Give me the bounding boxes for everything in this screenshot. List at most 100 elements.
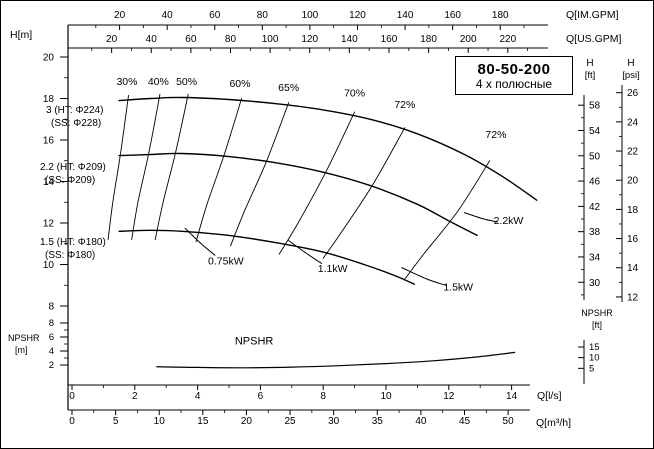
- tick-label-h-ft: 42: [589, 202, 601, 213]
- power-label: 2.2kW: [494, 215, 524, 227]
- tick-label-h-m: 12: [43, 219, 55, 230]
- axis-label-h-ft-unit: [ft]: [585, 70, 596, 81]
- power-line: [464, 212, 498, 223]
- efficiency-label: 65%: [278, 82, 299, 94]
- axis-label-q-m3h: Q[m³/h]: [536, 417, 571, 429]
- tick-label-h-psi: 16: [627, 234, 639, 245]
- tick-label-h-m: 18: [43, 94, 55, 105]
- tick-label-h-psi: 18: [627, 205, 639, 216]
- power-line: [184, 227, 216, 256]
- efficiency-line: [404, 160, 491, 280]
- tick-label-q-ls: 2: [132, 391, 138, 402]
- tick-label-npshr-ft: 15: [589, 342, 600, 353]
- tick-label-usgpm: 100: [262, 34, 279, 45]
- tick-label-npshr-ft: 5: [589, 363, 594, 374]
- axis-label-usgpm: Q[US.GPM]: [566, 33, 622, 45]
- tick-label-q-ls: 6: [258, 391, 264, 402]
- power-line: [288, 240, 323, 264]
- tick-label-usgpm: 20: [106, 34, 118, 45]
- efficiency-line: [230, 102, 290, 247]
- tick-label-npshr-ft: 10: [589, 353, 600, 364]
- axis-label-npshr-ft: NPSHR: [581, 308, 613, 318]
- efficiency-label: 72%: [485, 129, 506, 141]
- tick-label-imgpm: 180: [492, 10, 509, 21]
- npshr-curve: [156, 351, 516, 369]
- tick-label-h-psi: 14: [627, 263, 639, 274]
- tick-label-usgpm: 200: [460, 34, 477, 45]
- tick-label-h-m: 10: [43, 260, 55, 271]
- tick-label-h-psi: 24: [627, 117, 639, 128]
- power-label: 1.1kW: [318, 263, 348, 275]
- pump-model-box: 80-50-200 4 х полюсные: [455, 56, 573, 95]
- efficiency-label: 70%: [344, 87, 365, 99]
- tick-label-imgpm: 80: [257, 10, 269, 21]
- tick-label-usgpm: 180: [420, 34, 437, 45]
- head-curve-impeller-224: [118, 96, 538, 201]
- head-curve-impeller-180: [118, 229, 415, 285]
- tick-label-usgpm: 80: [225, 34, 237, 45]
- efficiency-label: 40%: [148, 76, 169, 88]
- tick-label-h-m: 16: [43, 136, 55, 147]
- efficiency-label: 30%: [116, 76, 137, 88]
- tick-label-h-psi: 20: [627, 176, 639, 187]
- tick-label-usgpm: 60: [185, 34, 197, 45]
- tick-label-h-m: 8: [48, 302, 54, 313]
- tick-label-q-ls: 10: [380, 391, 392, 402]
- axis-label-h-m: H[m]: [10, 29, 32, 41]
- axis-label-npshr-m-unit: [m]: [15, 345, 28, 355]
- tick-label-q-m3h: 40: [415, 416, 427, 427]
- head-curve-label: (SS: Φ209): [45, 175, 95, 186]
- tick-label-imgpm: 40: [162, 10, 174, 21]
- tick-label-h-ft: 46: [589, 177, 601, 188]
- tick-label-npshr-m: 4: [49, 346, 54, 357]
- pump-poles-label: 4 х полюсные: [475, 76, 553, 91]
- tick-label-h-m: 20: [43, 53, 55, 64]
- head-curve-label: (SS: Φ180): [45, 250, 95, 261]
- tick-label-imgpm: 100: [302, 10, 319, 21]
- tick-label-q-m3h: 30: [328, 416, 340, 427]
- tick-label-q-m3h: 15: [197, 416, 209, 427]
- power-line: [401, 267, 447, 286]
- tick-label-h-ft: 54: [589, 126, 601, 137]
- efficiency-line: [131, 93, 161, 241]
- tick-label-usgpm: 40: [146, 34, 158, 45]
- tick-label-h-ft: 38: [589, 227, 601, 238]
- efficiency-line: [278, 111, 356, 255]
- axis-label-npshr-m: NPSHR: [8, 333, 40, 343]
- tick-label-usgpm: 160: [381, 34, 398, 45]
- tick-label-usgpm: 120: [301, 34, 318, 45]
- head-curve-label: 1.5 (HT: Φ180): [40, 237, 106, 248]
- npshr-curve-label: NPSHR: [235, 336, 274, 348]
- head-curve-impeller-209: [118, 152, 478, 237]
- efficiency-line: [322, 127, 406, 259]
- tick-label-q-m3h: 20: [241, 416, 253, 427]
- tick-label-h-psi: 12: [627, 292, 639, 303]
- power-label: 1.5kW: [443, 281, 473, 293]
- head-curve-label: (SS: Φ228): [51, 118, 101, 129]
- tick-label-q-m3h: 35: [372, 416, 384, 427]
- tick-label-h-ft: 30: [589, 278, 601, 289]
- efficiency-line: [107, 94, 129, 241]
- tick-label-q-m3h: 25: [284, 416, 296, 427]
- tick-label-q-ls: 4: [195, 391, 201, 402]
- efficiency-line: [195, 98, 243, 243]
- tick-label-imgpm: 160: [444, 10, 461, 21]
- tick-label-q-m3h: 45: [459, 416, 471, 427]
- tick-label-imgpm: 60: [209, 10, 221, 21]
- tick-label-h-ft: 58: [589, 101, 601, 112]
- tick-label-q-m3h: 0: [69, 416, 75, 427]
- axis-label-h-ft: H: [586, 58, 593, 69]
- axis-label-h-psi-unit: [psi]: [622, 70, 639, 81]
- efficiency-line: [154, 93, 189, 241]
- axis-label-q-ls: Q[l/s]: [537, 390, 562, 402]
- tick-label-imgpm: 20: [114, 10, 126, 21]
- tick-label-h-m: 14: [43, 177, 55, 188]
- tick-label-h-psi: 26: [627, 88, 639, 99]
- tick-label-h-psi: 22: [627, 147, 639, 158]
- tick-label-q-ls: 14: [506, 391, 518, 402]
- pump-model: 80-50-200: [477, 60, 551, 78]
- tick-label-q-m3h: 50: [503, 416, 515, 427]
- efficiency-label: 50%: [176, 76, 197, 88]
- tick-label-q-m3h: 10: [154, 416, 166, 427]
